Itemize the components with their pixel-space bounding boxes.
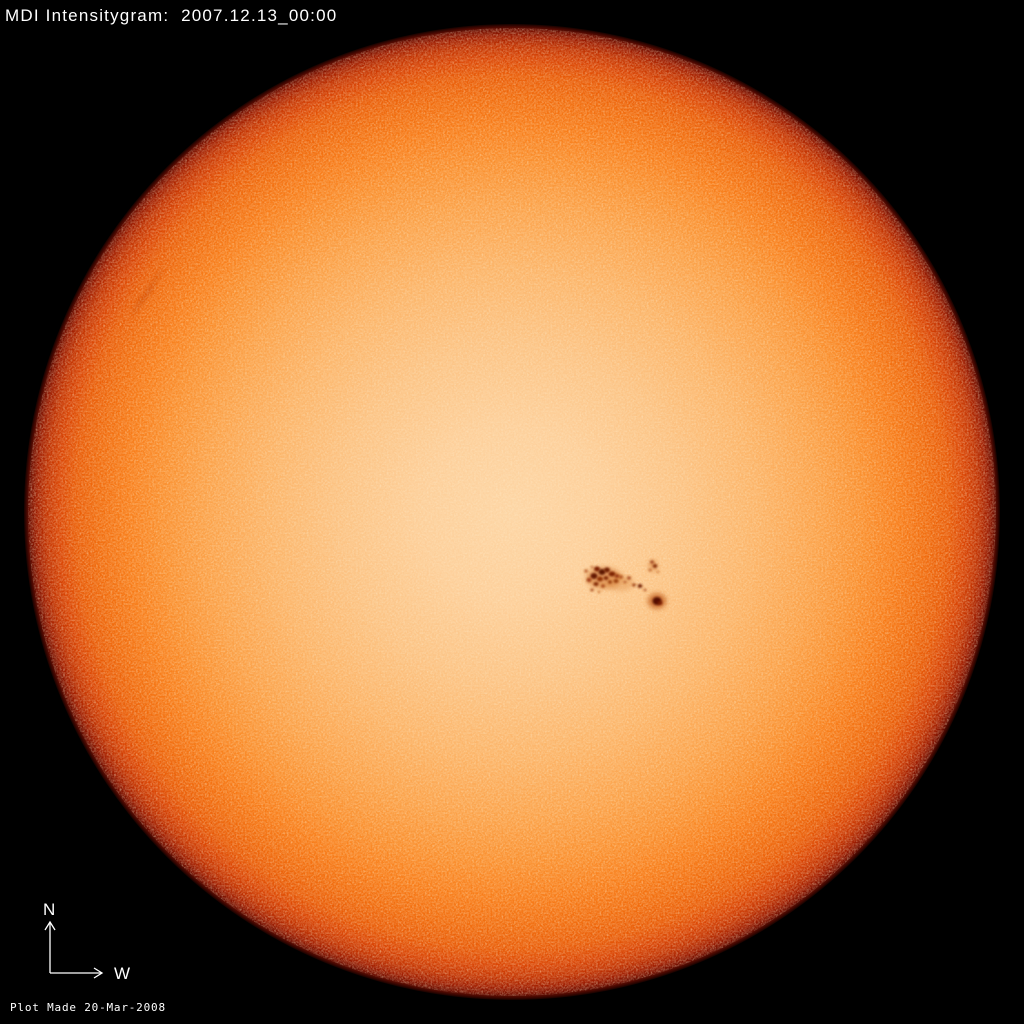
compass-north-arrowhead-icon — [44, 920, 56, 931]
compass-west-arrowhead-icon — [93, 967, 104, 979]
compass-north-label: N — [43, 900, 55, 919]
compass: N W — [43, 900, 130, 983]
sun-disk — [24, 24, 1000, 1000]
plot-made-label: Plot Made 20-Mar-2008 — [10, 1001, 166, 1014]
compass-west-label: W — [114, 964, 130, 983]
image-title-label: MDI Intensitygram: 2007.12.13_00:00 — [5, 6, 338, 25]
